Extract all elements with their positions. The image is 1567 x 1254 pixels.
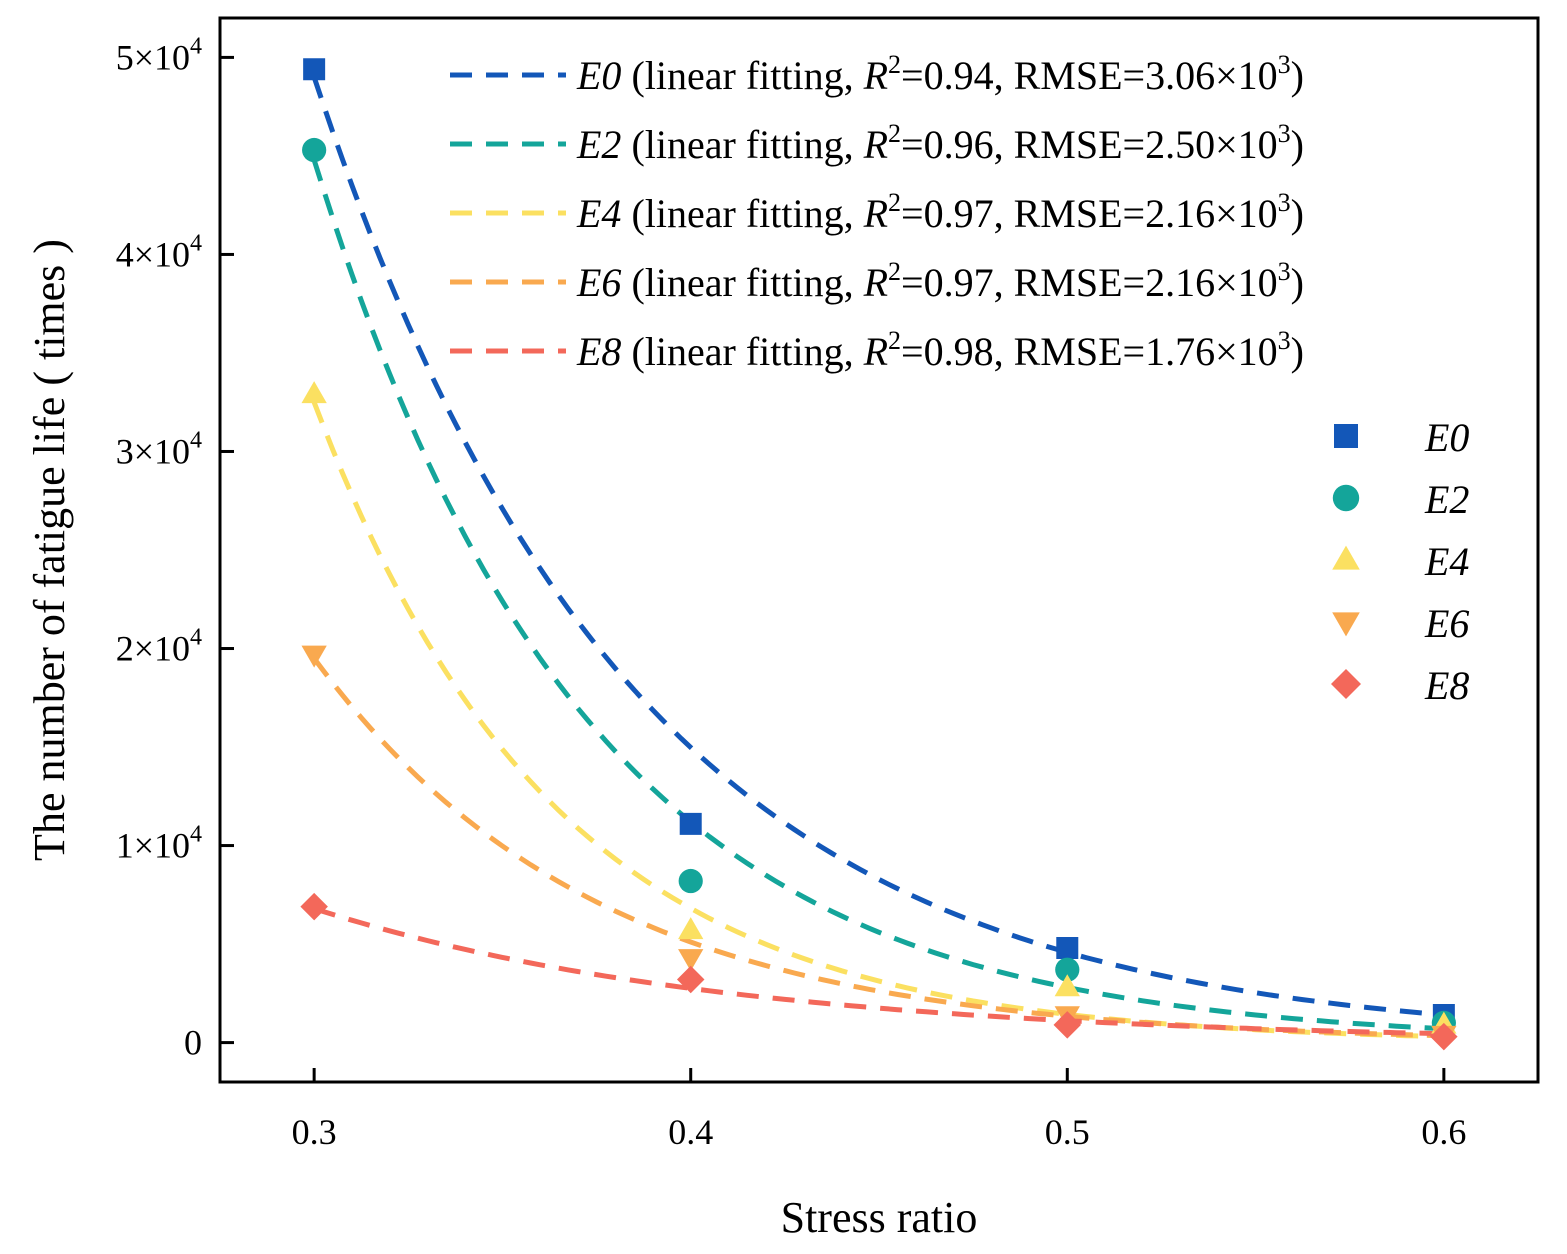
- legend-fit-r: R: [863, 53, 888, 98]
- data-point-e0: [1056, 937, 1079, 960]
- legend-fit-r: R: [863, 260, 888, 305]
- fit-line-e8: [313, 906, 1444, 1037]
- fit-line-e0: [311, 76, 1445, 1018]
- legend-series-name: E6: [576, 260, 621, 305]
- x-tick-label: 0.3: [292, 1112, 337, 1152]
- data-markers-layer: [300, 58, 1458, 1051]
- y-tick-exponent: 4: [190, 822, 202, 848]
- data-point-e8: [1430, 1022, 1458, 1051]
- fit-line-e4: [311, 401, 1444, 1040]
- legend-fit-exponent: 3: [1278, 326, 1291, 355]
- legend-fit-r-exponent: 2: [888, 326, 901, 355]
- legend-fit-exponent: 3: [1278, 257, 1291, 286]
- legend-marker-e8: [1331, 669, 1361, 699]
- y-tick-label: 0: [184, 1023, 202, 1063]
- data-point-e8: [676, 965, 705, 994]
- legend-fit-label-e6: E6 (linear fitting, R2=0.97, RMSE=2.16×1…: [576, 257, 1304, 305]
- legend-fit-label-e2: E2 (linear fitting, R2=0.96, RMSE=2.50×1…: [576, 119, 1304, 167]
- legend-series-name: E2: [576, 122, 621, 167]
- legend-marker-label-e4: E4: [1424, 539, 1469, 584]
- legend-fit-label-e0: E0 (linear fitting, R2=0.94, RMSE=3.06×1…: [576, 50, 1304, 98]
- y-tick-mantissa: 4×10: [116, 234, 190, 274]
- legend-fit-r-exponent: 2: [888, 257, 901, 286]
- data-point-e2: [302, 137, 327, 163]
- legend-fit-r2: =0.94, RMSE=3.06×10: [901, 53, 1278, 98]
- legend-series-name: E0: [576, 53, 621, 98]
- data-point-e4: [1054, 974, 1080, 997]
- y-tick-mantissa: 2×10: [116, 629, 190, 669]
- legend-fit-post: ): [1291, 329, 1304, 374]
- legend-marker-label-e0: E0: [1424, 415, 1469, 460]
- legend-fit-r2: =0.97, RMSE=2.16×10: [901, 260, 1278, 305]
- data-point-e4: [301, 381, 327, 404]
- data-point-e2: [1055, 957, 1080, 982]
- legend-fit-exponent: 3: [1278, 50, 1291, 79]
- x-tick-label: 0.5: [1045, 1112, 1090, 1152]
- legend-fit-post: ): [1291, 122, 1304, 167]
- fit-line-e2: [311, 159, 1445, 1032]
- y-tick-mantissa: 0: [184, 1023, 202, 1063]
- data-point-e0: [679, 812, 702, 835]
- legend-fit-pre: (linear fitting,: [621, 191, 863, 236]
- legend-marker-e4: [1332, 545, 1360, 570]
- legend-fit-label-e4: E4 (linear fitting, R2=0.97, RMSE=2.16×1…: [576, 188, 1304, 236]
- legend-fit-r: R: [863, 329, 888, 374]
- legend-marker-e2: [1332, 484, 1360, 512]
- legend-marker-e0: [1334, 424, 1358, 448]
- legend-fit-lines: E0 (linear fitting, R2=0.94, RMSE=3.06×1…: [450, 50, 1304, 374]
- legend-fit-pre: (linear fitting,: [621, 53, 863, 98]
- legend-fit-exponent: 3: [1278, 119, 1291, 148]
- legend-fit-exponent: 3: [1278, 188, 1291, 217]
- legend-fit-r2: =0.97, RMSE=2.16×10: [901, 191, 1278, 236]
- legend-fit-pre: (linear fitting,: [621, 122, 863, 167]
- data-point-e8: [1053, 1011, 1082, 1039]
- data-point-e0: [303, 58, 326, 81]
- legend-fit-pre: (linear fitting,: [621, 260, 863, 305]
- x-axis-label: Stress ratio: [781, 1193, 978, 1242]
- y-tick-label: 4×104: [116, 230, 202, 274]
- legend-fit-post: ): [1291, 260, 1304, 305]
- legend-series-name: E4: [576, 191, 621, 236]
- plot-frame: [218, 16, 1540, 1084]
- x-tick-label: 0.6: [1421, 1112, 1466, 1152]
- legend-marker-label-e6: E6: [1424, 601, 1469, 646]
- y-tick-exponent: 4: [190, 230, 202, 256]
- data-point-e2: [678, 868, 703, 894]
- y-tick-mantissa: 5×10: [116, 37, 190, 77]
- legend-fit-r-exponent: 2: [888, 188, 901, 217]
- legend-fit-r-exponent: 2: [888, 119, 901, 148]
- data-point-e6: [678, 949, 704, 972]
- legend-fit-post: ): [1291, 191, 1304, 236]
- y-tick-mantissa: 1×10: [116, 826, 190, 866]
- data-point-e6: [301, 645, 327, 668]
- legend-fit-r: R: [863, 122, 888, 167]
- data-point-e4: [678, 917, 704, 940]
- legend-fit-r2: =0.96, RMSE=2.50×10: [901, 122, 1278, 167]
- y-tick-exponent: 4: [190, 33, 202, 59]
- y-tick-exponent: 4: [190, 427, 202, 453]
- y-tick-mantissa: 3×10: [116, 431, 190, 471]
- legend-marker-e6: [1332, 612, 1360, 637]
- legend-fit-r-exponent: 2: [888, 50, 901, 79]
- y-tick-exponent: 4: [190, 625, 202, 651]
- legend-fit-r: R: [863, 191, 888, 236]
- y-tick-label: 5×104: [116, 33, 202, 77]
- fit-lines-layer: [311, 76, 1445, 1040]
- legend-fit-r2: =0.98, RMSE=1.76×10: [901, 329, 1278, 374]
- y-axis-label: The number of fatigue life ( times ): [25, 239, 74, 861]
- legend-fit-label-e8: E8 (linear fitting, R2=0.98, RMSE=1.76×1…: [576, 326, 1304, 374]
- data-point-e8: [300, 892, 328, 921]
- x-tick-label: 0.4: [668, 1112, 713, 1152]
- legend-marker-label-e8: E8: [1424, 663, 1469, 708]
- legend-series-name: E8: [576, 329, 621, 374]
- y-tick-label: 3×104: [116, 427, 202, 471]
- legend-marker-label-e2: E2: [1424, 477, 1469, 522]
- legend-markers: E0 E2 E4 E6 E8: [1331, 415, 1469, 708]
- legend-fit-post: ): [1291, 53, 1304, 98]
- legend-fit-pre: (linear fitting,: [621, 329, 863, 374]
- y-tick-label: 1×104: [116, 822, 202, 866]
- y-tick-label: 2×104: [116, 625, 202, 669]
